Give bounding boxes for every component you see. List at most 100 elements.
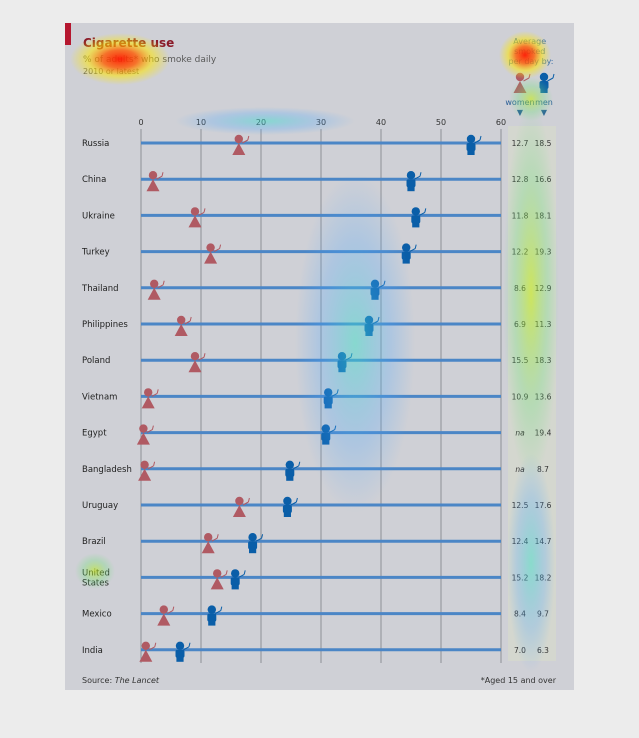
avg-men-value: 18.5: [535, 139, 552, 148]
men-marker: [411, 207, 427, 228]
source-name: The Lancet: [115, 676, 160, 685]
avg-men-value: 8.7: [537, 465, 549, 474]
person-body: [232, 505, 246, 517]
person-legs: [540, 88, 548, 93]
person-head: [140, 460, 149, 469]
person-body: [136, 432, 150, 445]
women-marker: [136, 424, 154, 445]
person-legs: [338, 367, 346, 373]
person-body: [539, 81, 549, 89]
person-head: [539, 72, 549, 82]
men-marker: [230, 569, 246, 590]
country-label: Poland: [82, 356, 110, 366]
country-label: Brazil: [82, 537, 106, 547]
legend-title: Average smoked per day by:: [508, 37, 553, 66]
cigarette: [547, 73, 555, 82]
legend-woman-figure: [513, 72, 531, 93]
cigarette: [146, 425, 154, 434]
avg-men-value: 17.6: [535, 501, 552, 510]
person-body: [370, 287, 380, 296]
women-marker: [139, 641, 157, 662]
country-label: Mexico: [82, 610, 112, 620]
cigarette: [220, 570, 228, 578]
women-marker: [232, 134, 250, 155]
avg-men-value: 18.1: [535, 211, 552, 220]
women-marker: [232, 496, 250, 517]
person-body: [174, 324, 188, 336]
men-marker: [248, 533, 264, 554]
person-legs: [371, 294, 379, 300]
tick-label: 50: [436, 118, 446, 127]
chart-row: Uruguay 12.5 17.6: [82, 496, 552, 517]
tick-label: 10: [196, 118, 206, 127]
avg-women-value: 11.8: [512, 211, 529, 220]
person-legs: [286, 475, 294, 481]
person-head: [337, 352, 347, 361]
person-body: [232, 143, 246, 155]
avg-men-value: 19.4: [535, 429, 552, 438]
avg-women-value: 15.2: [512, 573, 529, 582]
person-legs: [467, 150, 475, 155]
person-head: [139, 424, 148, 433]
cigarette: [255, 534, 264, 542]
country-label: Ukraine: [82, 211, 115, 221]
cigarette: [184, 316, 192, 325]
avg-women-value: 8.4: [514, 610, 526, 619]
person-legs: [412, 222, 420, 228]
person-body: [201, 541, 215, 554]
person-body: [175, 649, 185, 658]
person-body: [188, 215, 202, 228]
person-head: [159, 605, 168, 614]
chart-svg: Cigarette use % of adults* who smoke dai…: [65, 23, 559, 685]
men-marker: [364, 315, 380, 336]
avg-women-value: na: [515, 429, 525, 438]
avg-women-value: na: [515, 465, 525, 474]
avg-women-value: 12.5: [512, 501, 529, 510]
person-head: [406, 171, 416, 180]
avg-men-value: 16.6: [535, 175, 552, 184]
person-head: [285, 460, 294, 469]
men-marker: [401, 243, 417, 264]
cigarette: [419, 208, 427, 216]
women-marker: [188, 352, 206, 373]
person-legs: [322, 439, 330, 445]
tick-label: 20: [256, 118, 266, 127]
person-head: [248, 533, 257, 542]
cigarette: [157, 280, 165, 289]
person-body: [406, 179, 416, 188]
legend-men-icon: [539, 72, 555, 93]
chart-subtitle: % of adults* who smoke daily: [83, 55, 217, 65]
tick-label: 40: [376, 118, 386, 127]
person-head: [150, 279, 159, 288]
men-marker: [466, 134, 482, 155]
chart-row: Philippines 6.9 11.3: [82, 315, 552, 336]
women-marker: [201, 533, 219, 554]
person-head: [370, 279, 380, 288]
chart-row: India 7.0 6.3: [82, 641, 549, 662]
avg-women-value: 15.5: [512, 356, 529, 365]
person-head: [177, 315, 186, 325]
legend-men-label: men: [535, 98, 553, 107]
chart-row: Poland 15.5 18.3: [82, 352, 552, 373]
cigarette: [213, 244, 222, 253]
person-head: [144, 388, 153, 397]
person-body: [323, 396, 333, 405]
person-legs: [231, 584, 239, 590]
chart-row: Brazil 12.4 14.7: [82, 533, 552, 554]
country-label: Vietnam: [82, 392, 117, 402]
avg-women-value: 12.8: [512, 175, 529, 184]
country-label: India: [82, 646, 103, 656]
avg-men-value: 9.7: [537, 610, 549, 619]
avg-men-value: 14.7: [535, 537, 552, 546]
person-body: [207, 613, 217, 622]
chart-row: Vietnam 10.9 13.6: [82, 388, 552, 409]
cigarette: [198, 353, 206, 361]
country-label: Philippines: [82, 320, 128, 330]
person-body: [364, 324, 374, 332]
legend-women-icon: [513, 72, 531, 93]
cigarette: [183, 642, 191, 651]
person-head: [321, 424, 330, 433]
person-body: [141, 396, 155, 409]
person-body: [157, 613, 171, 626]
